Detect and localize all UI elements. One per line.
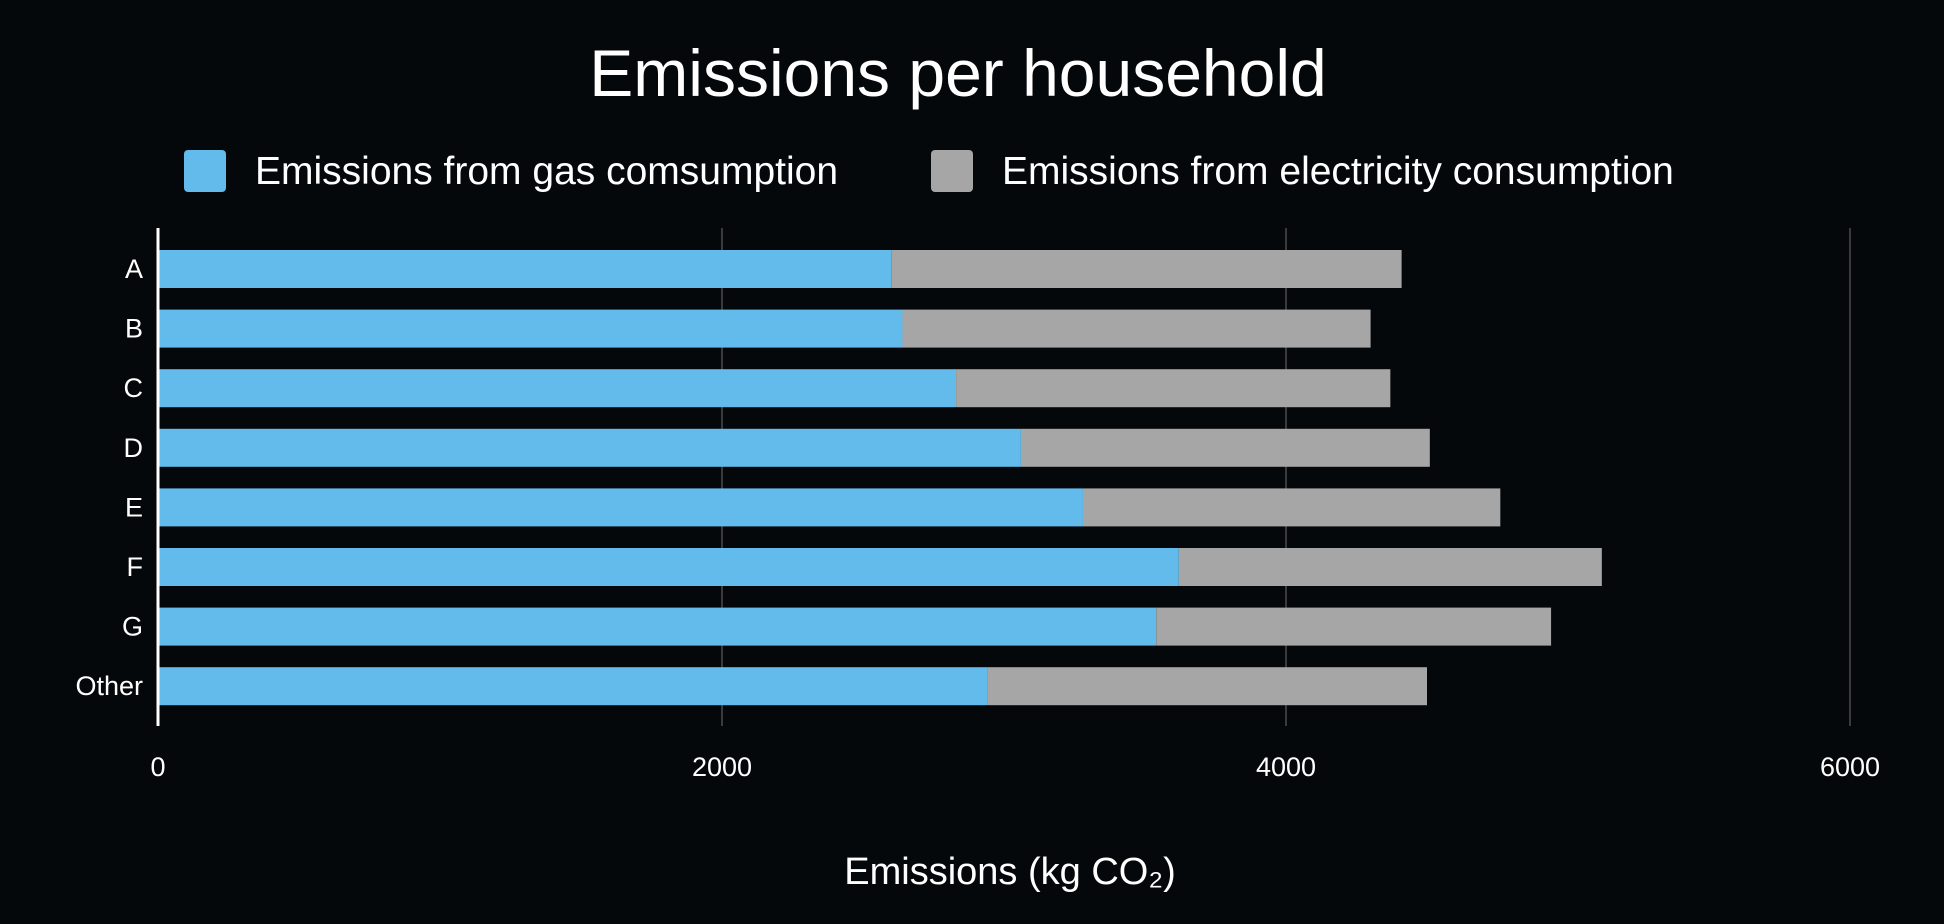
x-tick-labels: 0 2000 4000 6000 [150,752,1880,782]
bars [158,250,1602,706]
y-tick-label-a: A [125,254,143,284]
legend-swatch-gas [184,150,226,192]
y-tick-label-b: B [125,314,143,344]
bar-g-gas [158,607,1157,646]
x-tick-label-1: 2000 [692,752,752,782]
bar-e-gas [158,488,1083,527]
bar-b-gas [158,309,903,348]
bar-f-electricity [1178,548,1602,586]
legend-label-gas: Emissions from gas comsumption [255,150,838,193]
bar-c-gas [158,369,957,408]
bar-c-electricity [956,369,1391,408]
y-tick-label-g: G [122,612,143,642]
legend: Emissions from gas comsumption Emissions… [184,150,1674,193]
legend-swatch-electricity [931,150,973,192]
bar-other-electricity [987,667,1427,706]
bar-a-electricity [891,250,1402,288]
x-tick-label-3: 6000 [1820,752,1880,782]
y-tick-label-d: D [124,433,144,463]
x-tick-label-2: 4000 [1256,752,1316,782]
x-axis-title: Emissions (kg CO₂) [844,851,1175,893]
y-tick-label-e: E [125,492,143,522]
y-tick-label-other: Other [75,671,143,701]
bar-e-electricity [1082,488,1501,527]
bar-d-gas [158,428,1021,467]
y-tick-label-c: C [124,373,144,403]
chart-title: Emissions per household [589,36,1326,110]
bar-b-electricity [902,309,1371,348]
bar-d-electricity [1020,428,1430,467]
bar-a-gas [158,250,892,288]
y-tick-label-f: F [127,552,144,582]
x-tick-label-0: 0 [150,752,165,782]
bar-f-gas [158,548,1179,586]
bar-g-electricity [1156,607,1552,646]
bar-other-gas [158,667,988,706]
legend-label-electricity: Emissions from electricity consumption [1002,150,1674,193]
